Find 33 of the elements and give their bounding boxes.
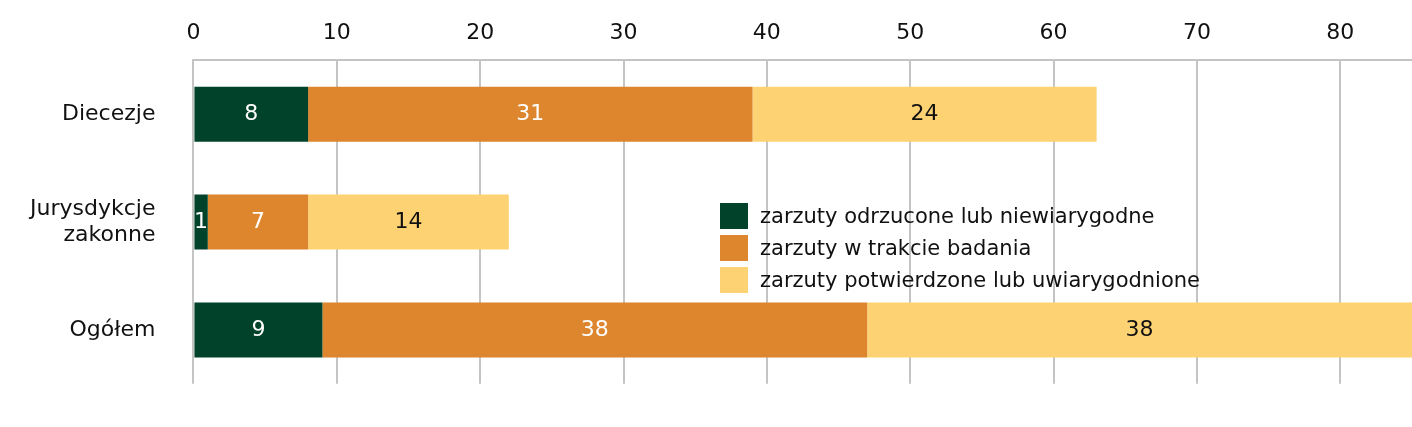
x-tick-label: 0: [186, 18, 201, 44]
bar: [194, 86, 309, 142]
data-label: 7: [250, 207, 265, 233]
data-label: 24: [910, 100, 939, 126]
data-label: 1: [194, 207, 209, 233]
x-tick-label: 30: [609, 18, 638, 44]
x-tick-label: 60: [1039, 18, 1068, 44]
bar: [207, 194, 309, 250]
bar: [308, 86, 753, 142]
legend-label: zarzuty potwierdzone lub uwiarygodnione: [760, 267, 1201, 294]
data-label: 8: [244, 100, 259, 126]
x-tick-label: 40: [752, 18, 781, 44]
bar: [322, 302, 868, 358]
bar: [752, 86, 1097, 142]
data-label: 38: [580, 315, 609, 341]
data-label: 31: [516, 100, 545, 126]
data-label: 9: [251, 315, 266, 341]
legend-label: zarzuty w trakcie badania: [760, 235, 1032, 262]
data-label: 14: [394, 207, 423, 233]
x-tick-label: 50: [896, 18, 925, 44]
bar: [194, 302, 323, 358]
x-tick-label: 80: [1326, 18, 1355, 44]
bar: [308, 194, 509, 250]
y-tick-label: Diecezje: [62, 100, 156, 126]
x-tick-label: 70: [1182, 18, 1211, 44]
data-label: 38: [1125, 315, 1154, 341]
x-tick-label: 20: [466, 18, 495, 44]
bar: [867, 302, 1412, 358]
legend-label: zarzuty odrzucone lub niewiarygodne: [760, 203, 1155, 230]
y-tick-label: Ogółem: [69, 315, 156, 341]
bar: [194, 194, 208, 250]
x-tick-label: 10: [322, 18, 351, 44]
y-tick-label: Jurysdykcje zakonne: [27, 194, 156, 247]
